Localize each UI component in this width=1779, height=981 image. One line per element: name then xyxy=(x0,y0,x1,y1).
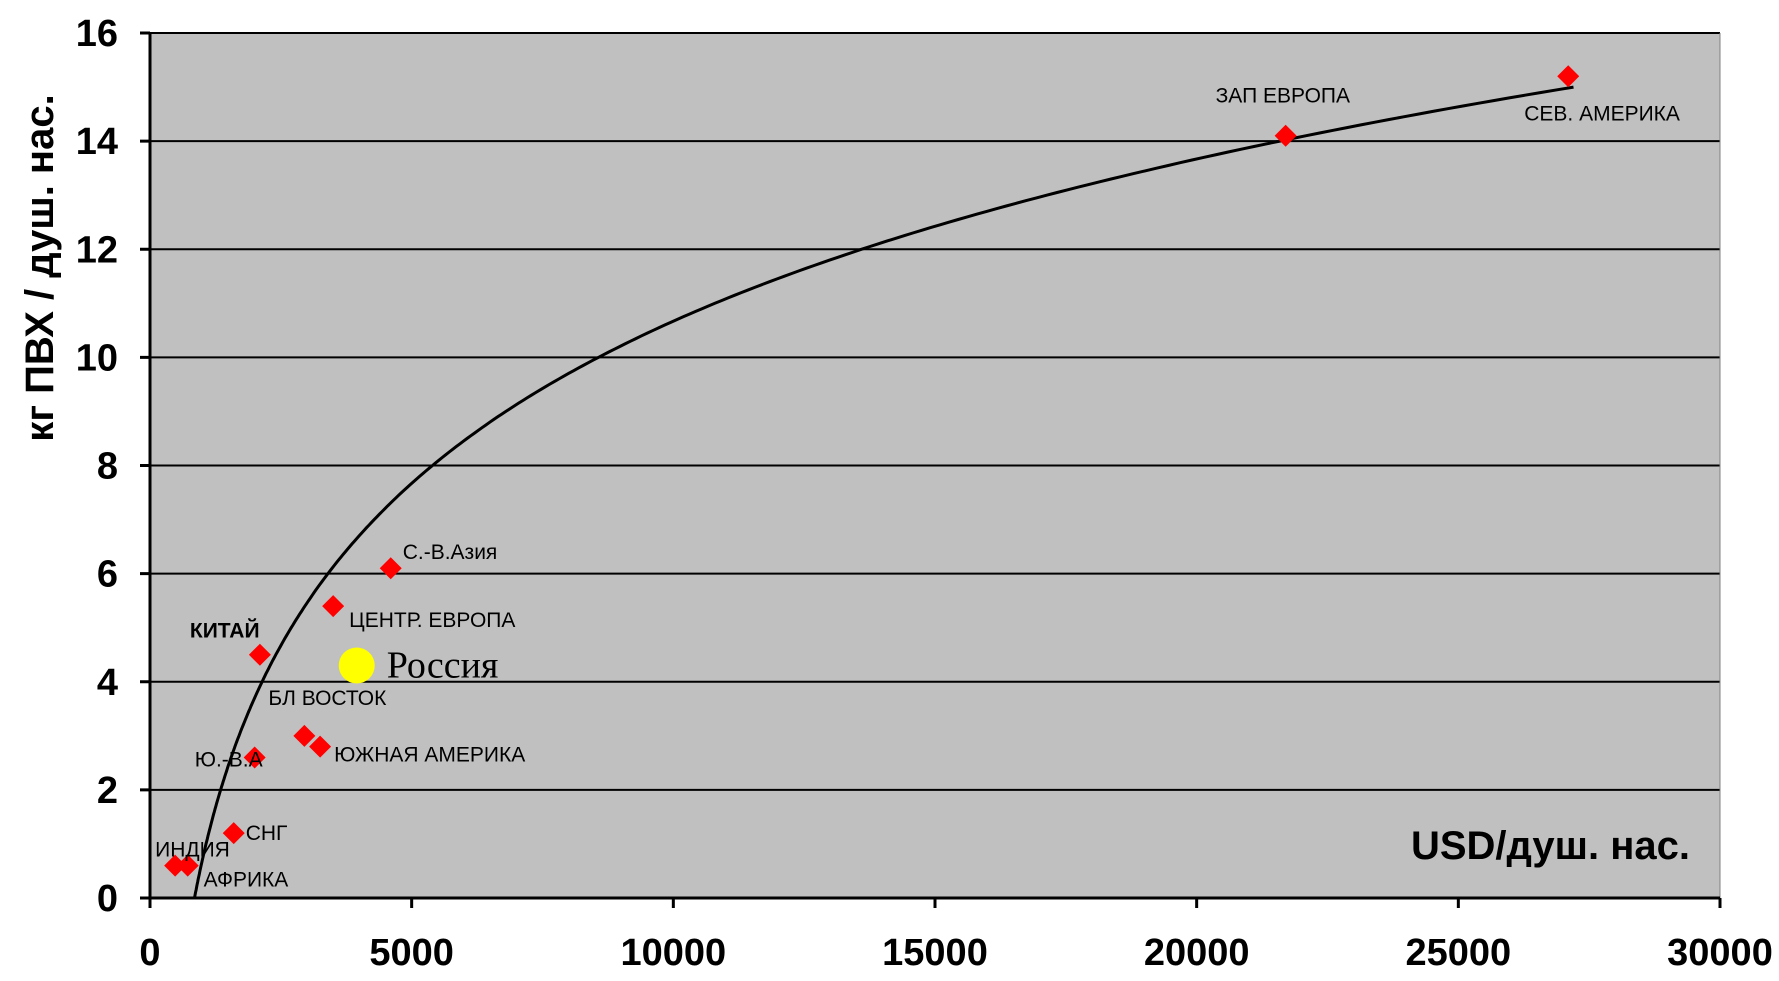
y-tick-label: 16 xyxy=(76,13,118,55)
point-label: ИНДИЯ xyxy=(155,839,230,862)
point-label: АФРИКА xyxy=(204,869,289,892)
trendline xyxy=(193,85,1574,899)
y-tick-labels: 0 2 4 6 8 10 12 14 16 xyxy=(76,13,118,920)
axes xyxy=(140,31,1722,908)
x-tick-label: 5000 xyxy=(369,932,454,974)
data-point xyxy=(309,735,332,758)
point-label: С.-В.Азия xyxy=(403,541,498,564)
y-tick-label: 0 xyxy=(97,878,118,920)
point-label: КИТАЙ xyxy=(190,619,260,643)
y-tick-label: 2 xyxy=(97,770,118,812)
data-point xyxy=(322,595,345,618)
x-axis-title: USD/душ. нас. xyxy=(1411,824,1690,868)
data-point xyxy=(164,854,187,877)
data-point xyxy=(1557,65,1580,88)
x-tick-label: 0 xyxy=(139,932,160,974)
data-point xyxy=(379,557,402,580)
point-label: СНГ xyxy=(246,822,288,845)
point-label: ЗАП ЕВРОПА xyxy=(1216,85,1350,108)
point-label: СЕВ. АМЕРИКА xyxy=(1524,102,1680,125)
point-label: ЦЕНТР. ЕВРОПА xyxy=(349,609,515,632)
x-tick-label: 10000 xyxy=(620,932,726,974)
x-tick-label: 15000 xyxy=(882,932,988,974)
y-axis-title: кг ПВХ / душ. нас. xyxy=(18,94,62,441)
data-point xyxy=(338,647,375,684)
data-point xyxy=(222,822,245,845)
y-tick-label: 12 xyxy=(76,229,118,271)
y-tick-label: 8 xyxy=(97,446,118,488)
data-point xyxy=(1274,124,1297,147)
y-tick-label: 14 xyxy=(76,121,118,163)
point-label: Россия xyxy=(387,645,499,687)
point-label: Ю.-В.А xyxy=(195,748,263,771)
data-point xyxy=(176,854,199,877)
x-tick-label: 25000 xyxy=(1405,932,1511,974)
y-tick-label: 4 xyxy=(97,662,118,704)
data-point xyxy=(293,724,316,747)
data-point xyxy=(248,643,271,666)
data-points xyxy=(164,65,1580,877)
y-tick-label: 6 xyxy=(97,554,118,596)
x-tick-label: 20000 xyxy=(1144,932,1250,974)
point-label: БЛ ВОСТОК xyxy=(268,687,387,710)
x-tick-labels: 0 5000 10000 15000 20000 25000 30000 xyxy=(139,932,1772,974)
y-tick-label: 10 xyxy=(76,337,118,379)
x-tick-label: 30000 xyxy=(1667,932,1773,974)
point-labels: ИНДИЯ АФРИКА СНГ Ю.-В.А БЛ ВОСТОК ЮЖНАЯ АМЕРИ… xyxy=(155,85,1680,892)
data-point xyxy=(243,746,266,769)
gridlines xyxy=(150,32,1721,898)
point-label: ЮЖНАЯ АМЕРИКА xyxy=(334,744,525,767)
